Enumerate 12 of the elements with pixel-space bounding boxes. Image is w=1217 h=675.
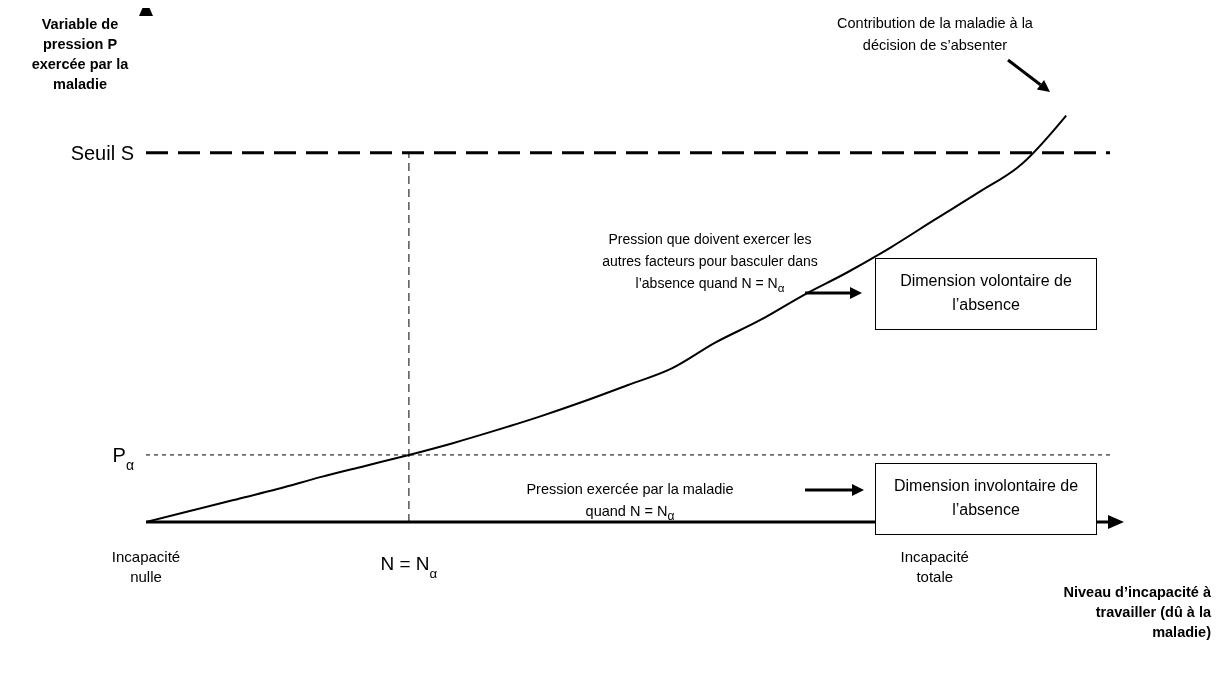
annotation: Pression exercée par la maladie quand N = N$_{α}$ xyxy=(525,480,735,525)
x-tick-label: Incapacité totale xyxy=(900,548,969,585)
ref-line-label: Seuil S xyxy=(70,141,134,164)
x-tick-label: Incapacité nulle xyxy=(111,548,181,585)
annotation: Pression que doivent exercer les autres facteurs pour basculer dans l’absence quand N = N$_{α}$ xyxy=(601,230,819,296)
x-axis-title: Niveau d’incapacité à travailler (dû à la maladie) xyxy=(1062,583,1211,642)
x-tick-label: N = N$_{α}$ xyxy=(380,553,438,581)
y-axis-title: Variable de pression P exercée par la maladie xyxy=(30,15,130,94)
ref-line-label: P$_{α}$ xyxy=(112,443,134,473)
text: Contribution de la maladie à la décision de s’absenter xyxy=(836,14,1034,55)
annotation: Dimension volontaire de l’absence xyxy=(875,258,1097,330)
annotation: Dimension involontaire de l’absence xyxy=(875,463,1097,535)
